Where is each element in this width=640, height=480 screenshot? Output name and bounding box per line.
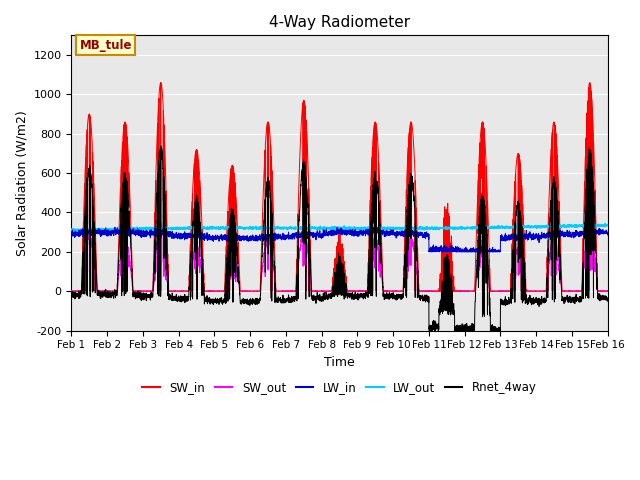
Y-axis label: Solar Radiation (W/m2): Solar Radiation (W/m2)	[15, 110, 28, 256]
Rnet_4way	[430, 326, 438, 332]
LW_out	[604, 223, 611, 228]
SW_in	[68, 288, 76, 294]
SW_in	[430, 288, 438, 294]
SW_out	[430, 288, 438, 294]
LW_in	[604, 230, 611, 236]
Rnet_4way	[68, 294, 76, 300]
Line: SW_out: SW_out	[72, 223, 607, 291]
SW_out	[586, 220, 594, 226]
LW_out	[460, 225, 467, 231]
LW_in	[430, 246, 438, 252]
LW_out	[164, 226, 172, 231]
LW_in	[460, 249, 468, 255]
Rnet_4way	[460, 324, 467, 330]
SW_in	[604, 288, 611, 294]
Rnet_4way	[495, 331, 502, 336]
SW_in	[586, 80, 593, 85]
SW_out	[604, 288, 611, 294]
SW_out	[490, 288, 498, 294]
Line: Rnet_4way: Rnet_4way	[72, 146, 607, 334]
LW_out	[79, 229, 86, 235]
LW_in	[425, 249, 433, 255]
Rnet_4way	[157, 143, 165, 149]
SW_out	[319, 288, 327, 294]
Line: LW_out: LW_out	[72, 224, 607, 232]
LW_out	[68, 227, 76, 233]
Title: 4-Way Radiometer: 4-Way Radiometer	[269, 15, 410, 30]
LW_out	[602, 221, 609, 227]
LW_in	[319, 227, 327, 232]
X-axis label: Time: Time	[324, 356, 355, 369]
Text: MB_tule: MB_tule	[79, 38, 132, 52]
SW_out	[164, 288, 172, 294]
SW_out	[68, 288, 76, 294]
Rnet_4way	[604, 297, 611, 302]
LW_out	[604, 222, 611, 228]
LW_out	[490, 225, 498, 230]
SW_in	[319, 288, 327, 294]
SW_in	[460, 288, 467, 294]
Line: SW_in: SW_in	[72, 83, 607, 291]
SW_out	[460, 288, 467, 294]
LW_out	[430, 225, 438, 230]
SW_out	[604, 288, 611, 294]
SW_in	[164, 252, 172, 257]
Legend: SW_in, SW_out, LW_in, LW_out, Rnet_4way: SW_in, SW_out, LW_in, LW_out, Rnet_4way	[138, 376, 541, 398]
Rnet_4way	[490, 328, 498, 334]
SW_out	[68, 288, 76, 294]
LW_in	[490, 249, 498, 255]
LW_out	[319, 225, 327, 230]
LW_in	[604, 229, 611, 235]
Rnet_4way	[164, 293, 172, 299]
Rnet_4way	[604, 295, 611, 301]
SW_in	[490, 288, 498, 294]
LW_in	[68, 232, 76, 238]
LW_in	[164, 231, 172, 237]
Line: LW_in: LW_in	[72, 227, 607, 252]
Rnet_4way	[319, 297, 327, 302]
SW_in	[603, 288, 611, 294]
LW_in	[370, 224, 378, 230]
